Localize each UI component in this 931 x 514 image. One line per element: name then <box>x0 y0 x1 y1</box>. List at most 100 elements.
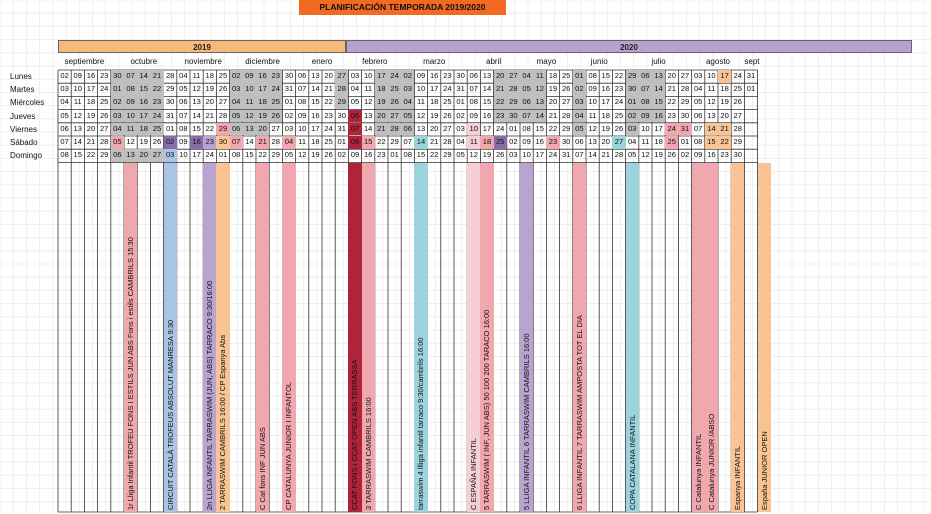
day-cell: 12 <box>533 83 547 96</box>
day-cell: 12 <box>126 137 135 146</box>
day-cell: 30 <box>337 110 346 120</box>
day-cell: 13 <box>482 71 492 80</box>
event-column-14 <box>691 163 705 512</box>
day-cell: 18 <box>205 71 214 80</box>
weekday-label-3: Jueves <box>10 111 36 121</box>
day-cell: 10 <box>124 109 138 123</box>
day-cell: 16 <box>137 96 151 109</box>
day-cell: 04 <box>520 70 534 83</box>
day-cell: 05 <box>60 110 69 120</box>
day-cell: 26 <box>152 137 162 146</box>
day-cell: 09 <box>638 109 652 123</box>
month-header-9: junio <box>590 57 608 66</box>
day-cell: 05 <box>520 83 534 96</box>
day-cell: 02 <box>572 83 586 96</box>
day-cell: 11 <box>242 96 256 109</box>
day-cell: 02 <box>337 150 346 160</box>
day-cell: 22 <box>324 97 333 107</box>
day-cell: 25 <box>493 136 507 149</box>
event-column-4 <box>256 163 270 512</box>
event-label-13: COPA CATALANA INFANTIL <box>627 414 637 510</box>
day-cell: 25 <box>99 97 109 107</box>
day-cell: 30 <box>456 71 465 80</box>
day-cell: 26 <box>218 84 228 94</box>
day-cell: 21 <box>205 110 214 120</box>
day-cell: 12 <box>707 97 716 107</box>
day-cell: 17 <box>192 150 201 160</box>
day-cell: 30 <box>625 83 639 96</box>
day-cell: 01 <box>337 137 346 146</box>
day-cell: 21 <box>548 110 558 120</box>
day-cell: 26 <box>495 150 505 160</box>
day-cell: 18 <box>374 83 388 96</box>
day-cell: 27 <box>506 70 520 83</box>
day-cell: 29 <box>561 123 571 133</box>
day-cell: 25 <box>443 97 452 107</box>
event-label-9: C ESPAÑA INFANTIL <box>469 438 479 510</box>
day-cell: 26 <box>324 150 333 160</box>
day-cell: 26 <box>733 97 742 107</box>
day-cell: 28 <box>388 122 402 136</box>
day-cell: 13 <box>363 110 373 120</box>
day-cell: 24 <box>99 84 109 94</box>
weekday-label-2: Miércoles <box>10 98 45 108</box>
day-cell: 23 <box>324 110 333 120</box>
day-cell: 23 <box>720 150 729 160</box>
day-cell: 01 <box>509 123 518 133</box>
day-cell: 10 <box>707 71 716 80</box>
day-cell: 26 <box>667 150 676 160</box>
day-cell: 05 <box>229 109 243 123</box>
event-label-11: 5 LLIGA INFANTIL 6 TARRASWIM CAMBRILS 16… <box>522 333 531 510</box>
day-cell: 28 <box>271 137 280 146</box>
day-cell: 03 <box>229 83 243 96</box>
day-cell: 14 <box>652 83 666 96</box>
day-cell: 14 <box>137 70 151 83</box>
month-header-8: mayo <box>536 57 557 66</box>
day-cell: 02 <box>401 70 415 83</box>
day-cell: 14 <box>482 84 492 94</box>
day-cell: 19 <box>482 150 492 160</box>
day-cell: 04 <box>60 97 69 107</box>
day-cell: 09 <box>242 70 256 83</box>
day-cell: 21 <box>150 70 164 83</box>
day-cell: 07 <box>520 109 534 123</box>
year-2020-header: 2020 <box>346 40 912 53</box>
day-cell: 27 <box>335 70 349 83</box>
day-cell: 16 <box>311 110 320 120</box>
day-cell: 09 <box>350 150 360 160</box>
day-cell: 26 <box>269 109 283 123</box>
day-cell: 06 <box>520 96 534 109</box>
event-column-12 <box>572 163 586 512</box>
day-cell: 14 <box>73 137 82 146</box>
day-cell: 17 <box>311 123 320 133</box>
day-cell: 10 <box>297 123 307 133</box>
day-cell: 28 <box>443 137 452 146</box>
day-cell: 16 <box>190 136 204 149</box>
day-cell: 23 <box>493 109 507 123</box>
day-cell: 23 <box>546 136 560 149</box>
day-cell: 18 <box>137 122 151 136</box>
day-cell: 22 <box>205 123 214 133</box>
day-cell: 14 <box>588 150 597 160</box>
day-cell: 04 <box>229 96 243 109</box>
day-cell: 29 <box>390 137 399 146</box>
day-cell: 25 <box>614 110 624 120</box>
day-cell: 13 <box>124 149 138 162</box>
event-column-17 <box>757 163 771 512</box>
day-cell: 27 <box>388 109 402 123</box>
month-header-7: abril <box>486 57 502 66</box>
day-cell: 21 <box>667 84 676 94</box>
day-cell: 07 <box>229 136 243 149</box>
day-cell: 24 <box>269 83 283 96</box>
day-cell: 13 <box>73 123 82 133</box>
day-cell: 09 <box>693 150 703 160</box>
day-cell: 27 <box>218 97 228 107</box>
month-header-11: agosto <box>705 57 730 66</box>
day-cell: 19 <box>548 84 558 94</box>
event-column-15 <box>704 163 718 512</box>
day-cell: 18 <box>256 96 270 109</box>
month-header-4: enero <box>311 57 333 66</box>
day-cell: 18 <box>720 84 729 94</box>
day-cell: 07 <box>348 122 362 136</box>
